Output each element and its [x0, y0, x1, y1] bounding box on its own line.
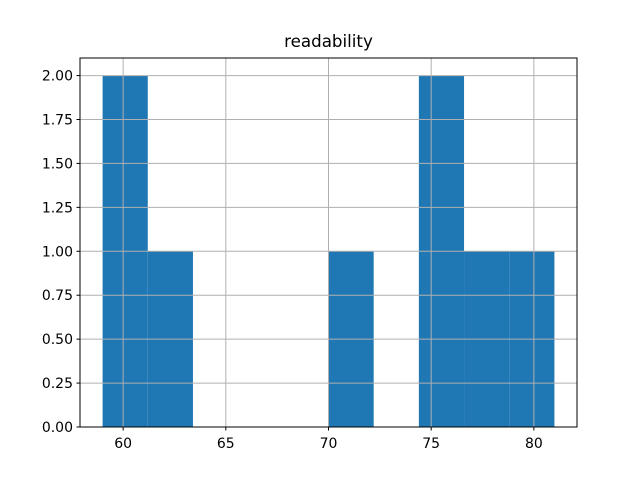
y-tick-label: 0.00: [42, 420, 73, 436]
y-tick-label: 1.00: [42, 244, 73, 260]
x-tick-label: 75: [422, 436, 440, 452]
x-tick-label: 60: [114, 436, 132, 452]
y-tick-label: 2.00: [42, 69, 73, 85]
y-tick-label: 1.50: [42, 156, 73, 172]
y-tick-label: 1.25: [42, 200, 73, 216]
y-tick-label: 0.50: [42, 332, 73, 348]
y-tick-label: 0.75: [42, 288, 73, 304]
y-tick-label: 0.25: [42, 376, 73, 392]
chart-title: readability: [284, 31, 373, 51]
x-tick-label: 80: [525, 436, 543, 452]
x-tick-label: 70: [320, 436, 338, 452]
x-tick-label: 65: [217, 436, 235, 452]
y-tick-label: 1.75: [42, 113, 73, 129]
